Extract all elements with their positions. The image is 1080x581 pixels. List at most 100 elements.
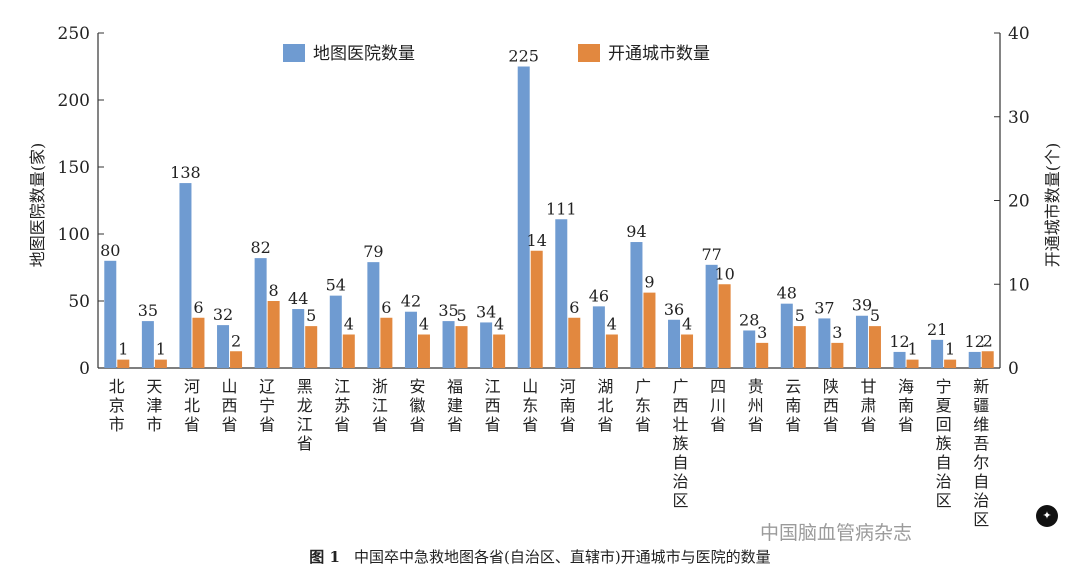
wechat-icon: ✦ (1036, 505, 1058, 527)
bar-hospitals (367, 262, 380, 368)
bar-chart: 0 50 100 150 200 250 0 10 20 30 40 地图医院数量(家) 开通城市数量(… (28, 24, 1062, 529)
data-label-hospitals: 77 (701, 245, 721, 264)
data-label-cities: 3 (757, 323, 767, 342)
data-label-hospitals: 225 (508, 47, 539, 66)
data-label-cities: 10 (714, 264, 734, 283)
data-label-cities: 1 (945, 340, 955, 359)
data-label-hospitals: 54 (326, 276, 346, 295)
bar-hospitals (668, 319, 681, 368)
right-tick-label: 10 (1008, 275, 1030, 295)
bar-cities (154, 359, 167, 368)
legend-label-hospitals: 地图医院数量 (313, 44, 415, 64)
legend-label-cities: 开通城市数量 (608, 44, 710, 64)
bar-cities (192, 317, 205, 368)
bar-hospitals (705, 264, 718, 368)
left-tick-label: 250 (58, 24, 90, 44)
category-label: 海南省 (898, 377, 914, 434)
category-label: 河北省 (184, 377, 200, 434)
right-tick-label: 0 (1008, 359, 1019, 379)
category-label: 黑龙江省 (297, 377, 313, 453)
bar-hospitals (630, 242, 643, 368)
bar-hospitals (217, 325, 230, 368)
bar-hospitals (517, 66, 530, 368)
right-axis-title: 开通城市数量(个) (1043, 143, 1062, 268)
left-tick-label: 0 (79, 359, 90, 379)
legend-swatch-cities (578, 44, 600, 62)
bar-hospitals (329, 295, 342, 368)
bar-cities (530, 250, 543, 368)
data-label-hospitals: 44 (288, 289, 308, 308)
legend-swatch-hospitals (283, 44, 305, 62)
left-axis-title: 地图医院数量(家) (28, 143, 47, 268)
bar-cities (793, 326, 806, 368)
bar-cities (718, 284, 731, 368)
category-label: 湖北省 (597, 377, 613, 434)
category-label: 福建省 (447, 377, 463, 434)
category-label: 江西省 (485, 377, 501, 434)
data-label-hospitals: 36 (664, 300, 684, 319)
category-label: 北京市 (109, 377, 125, 434)
data-label-cities: 9 (644, 273, 654, 292)
category-label: 宁夏回族自治区 (936, 377, 952, 510)
category-label: 四川省 (710, 377, 726, 434)
bar-hospitals (404, 311, 417, 368)
category-label: 天津市 (146, 377, 162, 434)
left-tick-label: 50 (68, 292, 90, 312)
right-tick-label: 30 (1008, 108, 1030, 128)
data-label-hospitals: 28 (739, 310, 759, 329)
right-tick-label: 40 (1008, 24, 1030, 44)
left-tick-label: 200 (58, 91, 90, 111)
bar-hospitals (592, 306, 605, 368)
category-label: 贵州省 (748, 377, 764, 434)
bar-hospitals (743, 330, 756, 368)
category-label: 浙江省 (372, 377, 388, 434)
left-tick-label: 150 (58, 158, 90, 178)
data-label-cities: 5 (306, 306, 316, 325)
data-label-hospitals: 37 (814, 298, 834, 317)
bar-hospitals (555, 219, 568, 368)
data-label-cities: 8 (269, 281, 279, 300)
bar-cities (831, 342, 844, 368)
data-label-cities: 4 (682, 315, 692, 334)
right-tick-label: 20 (1008, 192, 1030, 212)
figure-caption: 图 1 中国卒中急救地图各省(自治区、直辖市)开通城市与医院的数量 (0, 546, 1080, 567)
data-label-cities: 6 (569, 298, 579, 317)
bar-cities (267, 301, 280, 368)
category-label: 云南省 (785, 377, 801, 434)
data-label-cities: 5 (870, 306, 880, 325)
category-label: 陕西省 (823, 377, 839, 434)
bar-cities (417, 334, 430, 368)
data-label-hospitals: 12 (965, 332, 985, 351)
caption-text: 中国卒中急救地图各省(自治区、直辖市)开通城市与医院的数量 (353, 548, 771, 566)
data-label-hospitals: 32 (213, 305, 233, 324)
data-label-hospitals: 138 (170, 163, 201, 182)
bar-hospitals (968, 351, 981, 368)
data-label-hospitals: 46 (589, 286, 609, 305)
bar-cities (605, 334, 618, 368)
data-label-cities: 6 (193, 298, 203, 317)
data-label-cities: 1 (907, 340, 917, 359)
data-label-cities: 2 (231, 331, 241, 350)
category-label: 广东省 (635, 377, 651, 434)
data-label-hospitals: 35 (138, 301, 158, 320)
bar-cities (380, 317, 393, 368)
data-label-cities: 14 (527, 231, 547, 250)
bar-cities (944, 359, 957, 368)
bar-cities (981, 351, 994, 368)
bar-hospitals (179, 183, 192, 368)
bar-cities (868, 326, 881, 368)
data-label-cities: 5 (456, 306, 466, 325)
bar-hospitals (104, 260, 117, 368)
data-label-hospitals: 12 (889, 332, 909, 351)
data-label-hospitals: 39 (852, 296, 872, 315)
data-label-hospitals: 111 (546, 199, 577, 218)
bar-cities (906, 359, 919, 368)
data-label-hospitals: 21 (927, 320, 947, 339)
bar-cities (568, 317, 581, 368)
data-label-cities: 2 (983, 331, 993, 350)
data-label-hospitals: 42 (401, 292, 421, 311)
bar-cities (643, 292, 656, 368)
bar-cities (455, 326, 468, 368)
category-label: 山西省 (222, 377, 238, 434)
bar-hospitals (141, 321, 154, 368)
